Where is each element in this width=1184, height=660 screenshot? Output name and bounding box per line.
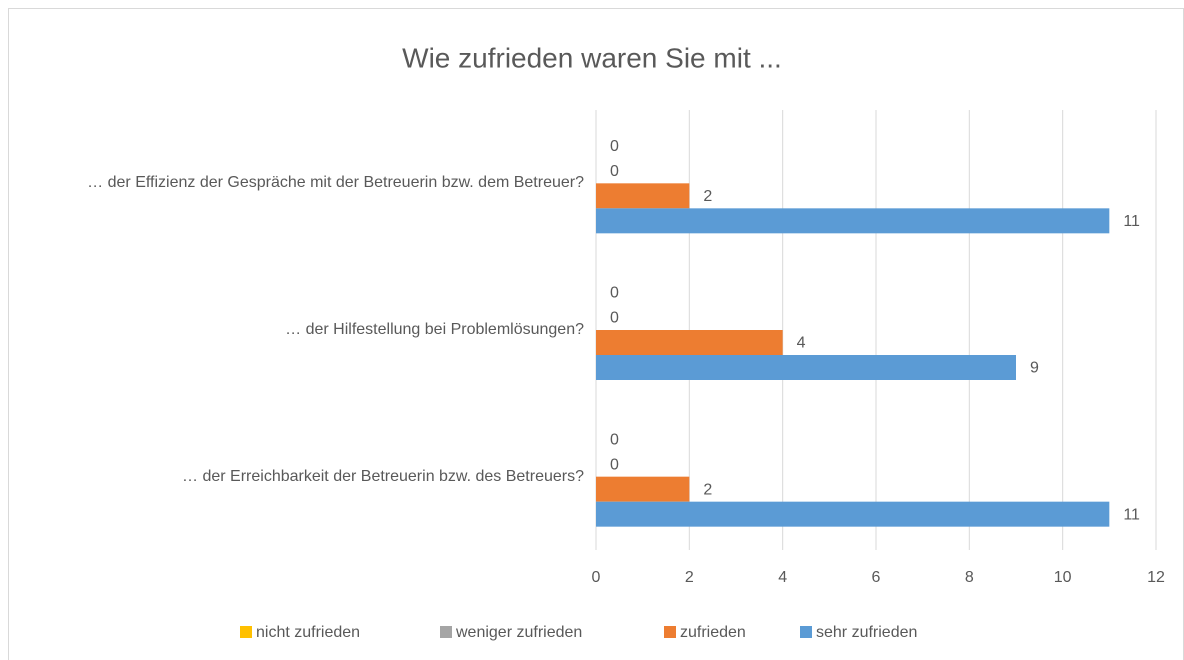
data-label: 11 bbox=[1123, 213, 1140, 230]
legend-swatch bbox=[800, 626, 812, 638]
legend-label: weniger zufrieden bbox=[455, 624, 582, 641]
data-label: 11 bbox=[1123, 506, 1140, 523]
data-label: 2 bbox=[703, 481, 712, 498]
data-label: 0 bbox=[610, 285, 619, 302]
legend-swatch bbox=[240, 626, 252, 638]
chart-title: Wie zufrieden waren Sie mit ... bbox=[402, 42, 782, 73]
data-label: 0 bbox=[610, 431, 619, 448]
data-label: 9 bbox=[1030, 360, 1039, 377]
x-tick-label: 2 bbox=[685, 569, 694, 586]
legend-swatch bbox=[664, 626, 676, 638]
y-tick-label: … der Hilfestellung bei Problemlösungen? bbox=[285, 321, 584, 338]
x-tick-label: 10 bbox=[1054, 569, 1072, 586]
data-label: 0 bbox=[610, 138, 619, 155]
legend-swatch bbox=[440, 626, 452, 638]
y-tick-label: … der Effizienz der Gespräche mit der Be… bbox=[87, 174, 584, 192]
data-label: 0 bbox=[610, 456, 619, 473]
bar bbox=[596, 355, 1016, 380]
bar bbox=[596, 476, 690, 502]
bar bbox=[596, 501, 1110, 527]
y-tick-label: … der Erreichbarkeit der Betreuerin bzw.… bbox=[182, 467, 584, 485]
legend-label: sehr zufrieden bbox=[816, 624, 917, 641]
data-label: 0 bbox=[610, 310, 619, 327]
bar bbox=[596, 183, 690, 209]
x-tick-label: 0 bbox=[592, 569, 601, 586]
data-label: 0 bbox=[610, 163, 619, 180]
legend-label: nicht zufrieden bbox=[256, 624, 360, 641]
x-tick-label: 12 bbox=[1147, 569, 1165, 586]
x-tick-label: 4 bbox=[778, 569, 787, 586]
legend-label: zufrieden bbox=[680, 624, 746, 641]
data-label: 4 bbox=[797, 335, 806, 352]
x-tick-label: 6 bbox=[872, 569, 881, 586]
bar bbox=[596, 208, 1110, 234]
x-tick-label: 8 bbox=[965, 569, 974, 586]
bar bbox=[596, 330, 783, 355]
data-label: 2 bbox=[703, 188, 712, 205]
